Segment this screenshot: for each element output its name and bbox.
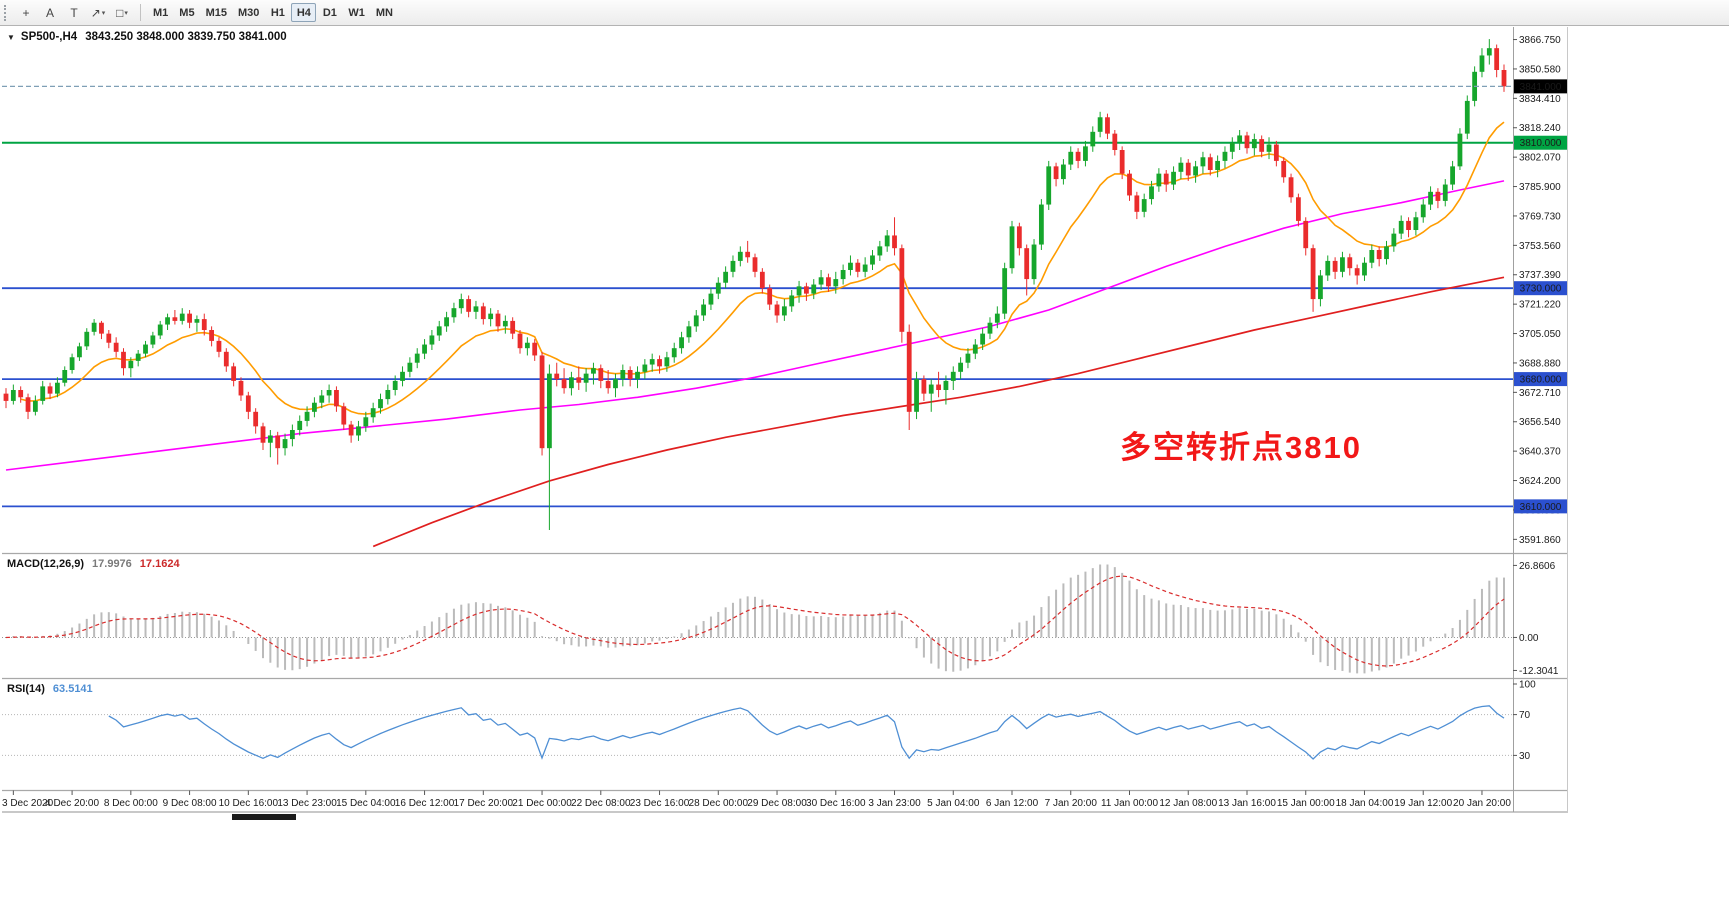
- toolbar-grip[interactable]: [4, 4, 10, 21]
- chart-marker-icon[interactable]: ▼: [7, 32, 15, 42]
- timeframe-d1[interactable]: D1: [322, 6, 337, 19]
- svg-text:3737.390: 3737.390: [1519, 270, 1561, 281]
- svg-text:3624.200: 3624.200: [1519, 476, 1561, 487]
- svg-text:3810.000: 3810.000: [1520, 138, 1562, 149]
- svg-text:3841.000: 3841.000: [1520, 82, 1562, 93]
- svg-text:7 Jan 20:00: 7 Jan 20:00: [1045, 798, 1098, 809]
- svg-text:3785.900: 3785.900: [1519, 182, 1561, 193]
- svg-text:3680.000: 3680.000: [1520, 375, 1562, 386]
- dropdown-caret-icon: ▾: [101, 9, 106, 17]
- svg-text:28 Dec 00:00: 28 Dec 00:00: [689, 798, 749, 809]
- svg-text:15 Jan 00:00: 15 Jan 00:00: [1277, 798, 1335, 809]
- rsi-panel[interactable]: [2, 705, 1513, 760]
- timeframe-h1[interactable]: H1: [270, 6, 285, 19]
- rsi-value: 63.5141: [52, 683, 93, 695]
- svg-text:3688.880: 3688.880: [1519, 358, 1561, 369]
- macd-axis[interactable]: 26.8606 0.00 -12.3041: [1513, 561, 1559, 677]
- svg-text:20 Jan 20:00: 20 Jan 20:00: [1453, 798, 1511, 809]
- svg-text:13 Jan 16:00: 13 Jan 16:00: [1218, 798, 1276, 809]
- chart-header: ▼ SP500-,H4 3843.250 3848.000 3839.750 3…: [7, 31, 287, 43]
- svg-text:6 Jan 12:00: 6 Jan 12:00: [986, 798, 1039, 809]
- rsi-header: RSI(14) 63.5141: [7, 683, 93, 695]
- svg-text:22 Dec 08:00: 22 Dec 08:00: [571, 798, 631, 809]
- svg-text:3721.220: 3721.220: [1519, 300, 1561, 311]
- timeframe-w1[interactable]: W1: [348, 6, 365, 19]
- arrow-tool-icon[interactable]: ↗ ▾: [90, 5, 106, 20]
- svg-text:30: 30: [1519, 751, 1531, 762]
- crosshair-tool-icon[interactable]: +: [22, 5, 30, 20]
- timeframe-m15[interactable]: M15: [205, 6, 227, 19]
- svg-text:100: 100: [1519, 680, 1536, 691]
- macd-panel[interactable]: [2, 564, 1513, 674]
- svg-text:70: 70: [1519, 710, 1531, 721]
- svg-text:3705.050: 3705.050: [1519, 329, 1561, 340]
- toolbar-separator: [140, 4, 141, 21]
- svg-text:16 Dec 12:00: 16 Dec 12:00: [395, 798, 455, 809]
- svg-text:18 Jan 04:00: 18 Jan 04:00: [1336, 798, 1394, 809]
- timeframe-buttons: M1 M5 M15 M30 H1 H4 D1 W1 MN: [148, 3, 398, 22]
- svg-text:0.00: 0.00: [1519, 633, 1539, 644]
- svg-text:4 Dec 20:00: 4 Dec 20:00: [45, 798, 99, 809]
- dropdown-caret-icon: ▾: [124, 9, 128, 17]
- svg-text:11 Jan 00:00: 11 Jan 00:00: [1101, 798, 1159, 809]
- svg-text:10 Dec 16:00: 10 Dec 16:00: [219, 798, 279, 809]
- svg-text:15 Dec 04:00: 15 Dec 04:00: [336, 798, 396, 809]
- svg-text:3 Dec 2020: 3 Dec 2020: [2, 798, 54, 809]
- svg-text:3640.370: 3640.370: [1519, 447, 1561, 458]
- svg-text:26.8606: 26.8606: [1519, 561, 1556, 572]
- svg-text:3818.240: 3818.240: [1519, 123, 1561, 134]
- svg-text:3672.710: 3672.710: [1519, 388, 1561, 399]
- price-axis[interactable]: 3866.750 3850.580 3834.410 3818.240 3802.070…: [1513, 35, 1567, 546]
- macd-label: MACD(12,26,9): [7, 558, 85, 570]
- svg-text:3834.410: 3834.410: [1519, 94, 1561, 105]
- panel-borders: [2, 27, 1568, 813]
- svg-text:3802.070: 3802.070: [1519, 153, 1561, 164]
- shapes-tool-icon[interactable]: □ ▾: [116, 5, 128, 20]
- moving-averages-layer: [5, 121, 1505, 548]
- horizontal-scrollbar-thumb[interactable]: [232, 814, 296, 820]
- candles-layer[interactable]: [3, 39, 1507, 530]
- svg-text:21 Dec 00:00: 21 Dec 00:00: [512, 798, 572, 809]
- chart-ohlc: 3843.250 3848.000 3839.750 3841.000: [85, 31, 287, 43]
- svg-text:17 Dec 20:00: 17 Dec 20:00: [454, 798, 514, 809]
- timeframe-mn[interactable]: MN: [375, 6, 393, 19]
- svg-text:8 Dec 00:00: 8 Dec 00:00: [104, 798, 158, 809]
- svg-text:19 Jan 12:00: 19 Jan 12:00: [1394, 798, 1452, 809]
- svg-text:29 Dec 08:00: 29 Dec 08:00: [747, 798, 807, 809]
- svg-text:9 Dec 08:00: 9 Dec 08:00: [163, 798, 217, 809]
- svg-text:5 Jan 04:00: 5 Jan 04:00: [927, 798, 980, 809]
- svg-text:23 Dec 16:00: 23 Dec 16:00: [630, 798, 690, 809]
- svg-text:13 Dec 23:00: 13 Dec 23:00: [277, 798, 337, 809]
- timeframe-m30[interactable]: M30: [237, 6, 260, 19]
- rsi-axis[interactable]: 100 70 30: [1513, 680, 1536, 762]
- timeframe-m5[interactable]: M5: [179, 6, 195, 19]
- toolbar: + A T ↗ ▾ □ ▾ M1 M5 M15 M30 H1 H4 D1 W1 MN: [0, 0, 1729, 26]
- svg-text:30 Dec 16:00: 30 Dec 16:00: [806, 798, 866, 809]
- svg-text:3610.000: 3610.000: [1520, 502, 1562, 513]
- timeframe-m1[interactable]: M1: [153, 6, 169, 19]
- svg-text:12 Jan 08:00: 12 Jan 08:00: [1159, 798, 1217, 809]
- rsi-label: RSI(14): [7, 683, 45, 695]
- svg-text:3730.000: 3730.000: [1520, 284, 1562, 295]
- svg-text:3753.560: 3753.560: [1519, 241, 1561, 252]
- svg-text:3656.540: 3656.540: [1519, 417, 1561, 428]
- drawing-tools: + A T ↗ ▾ □ ▾: [15, 3, 133, 23]
- text-box-tool-icon[interactable]: T: [70, 5, 78, 20]
- timeframe-h4[interactable]: H4: [291, 3, 317, 22]
- svg-text:3 Jan 23:00: 3 Jan 23:00: [868, 798, 921, 809]
- macd-value-main: 17.9976: [92, 558, 132, 570]
- chart-annotation: 多空转折点3810: [1120, 430, 1362, 465]
- svg-text:3866.750: 3866.750: [1519, 35, 1561, 46]
- svg-text:3850.580: 3850.580: [1519, 64, 1561, 75]
- text-label-tool-icon[interactable]: A: [45, 5, 54, 20]
- svg-text:-12.3041: -12.3041: [1519, 666, 1559, 677]
- svg-text:3591.860: 3591.860: [1519, 535, 1561, 546]
- macd-value-signal: 17.1624: [139, 558, 180, 570]
- svg-text:3769.730: 3769.730: [1519, 211, 1561, 222]
- chart-symbol: SP500-,H4: [20, 31, 78, 43]
- macd-header: MACD(12,26,9) 17.9976 17.1624: [7, 558, 180, 570]
